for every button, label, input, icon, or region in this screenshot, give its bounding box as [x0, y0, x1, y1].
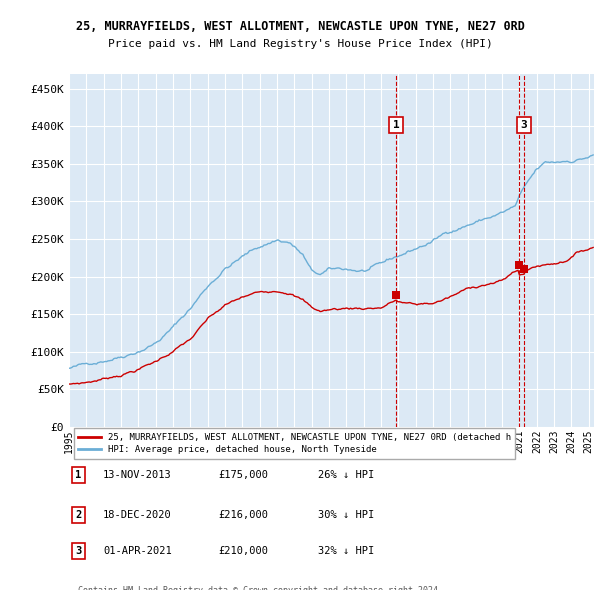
Text: 18-DEC-2020: 18-DEC-2020	[103, 510, 172, 520]
Text: £216,000: £216,000	[218, 510, 269, 520]
Legend: 25, MURRAYFIELDS, WEST ALLOTMENT, NEWCASTLE UPON TYNE, NE27 0RD (detached h, HPI: 25, MURRAYFIELDS, WEST ALLOTMENT, NEWCAS…	[74, 428, 515, 459]
Text: 3: 3	[76, 546, 82, 556]
Text: 1: 1	[76, 470, 82, 480]
Text: 25, MURRAYFIELDS, WEST ALLOTMENT, NEWCASTLE UPON TYNE, NE27 0RD: 25, MURRAYFIELDS, WEST ALLOTMENT, NEWCAS…	[76, 20, 524, 33]
Text: 1: 1	[392, 120, 400, 130]
Text: 01-APR-2021: 01-APR-2021	[103, 546, 172, 556]
Text: 2: 2	[76, 510, 82, 520]
Text: 30% ↓ HPI: 30% ↓ HPI	[319, 510, 374, 520]
Text: 3: 3	[520, 120, 527, 130]
Text: £175,000: £175,000	[218, 470, 269, 480]
Text: £210,000: £210,000	[218, 546, 269, 556]
Text: Price paid vs. HM Land Registry's House Price Index (HPI): Price paid vs. HM Land Registry's House …	[107, 40, 493, 49]
Text: Contains HM Land Registry data © Crown copyright and database right 2024.: Contains HM Land Registry data © Crown c…	[79, 586, 443, 590]
Text: 32% ↓ HPI: 32% ↓ HPI	[319, 546, 374, 556]
Text: 13-NOV-2013: 13-NOV-2013	[103, 470, 172, 480]
Text: 26% ↓ HPI: 26% ↓ HPI	[319, 470, 374, 480]
